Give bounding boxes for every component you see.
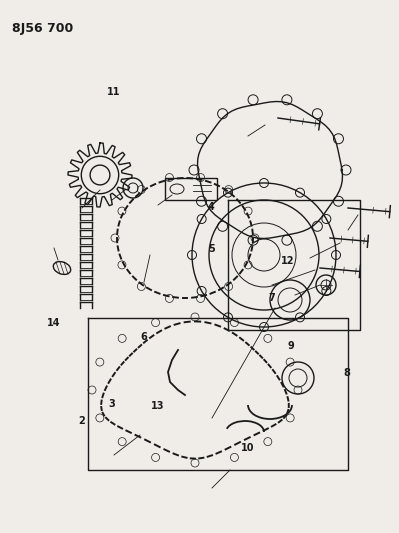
Text: 10: 10: [241, 443, 254, 453]
Text: 7: 7: [268, 294, 275, 303]
Text: 11: 11: [107, 87, 120, 96]
Text: 9: 9: [288, 342, 294, 351]
Text: 12: 12: [280, 256, 294, 266]
Text: 13: 13: [151, 401, 164, 411]
Text: 6: 6: [140, 332, 147, 342]
Text: 14: 14: [47, 318, 61, 328]
Text: 3: 3: [109, 399, 115, 409]
Text: 4: 4: [208, 202, 215, 212]
Text: 2: 2: [79, 416, 85, 426]
Bar: [165, 178, 217, 200]
Text: 5: 5: [208, 245, 215, 254]
Text: 8J56 700: 8J56 700: [12, 22, 73, 35]
Text: 8: 8: [344, 368, 351, 378]
